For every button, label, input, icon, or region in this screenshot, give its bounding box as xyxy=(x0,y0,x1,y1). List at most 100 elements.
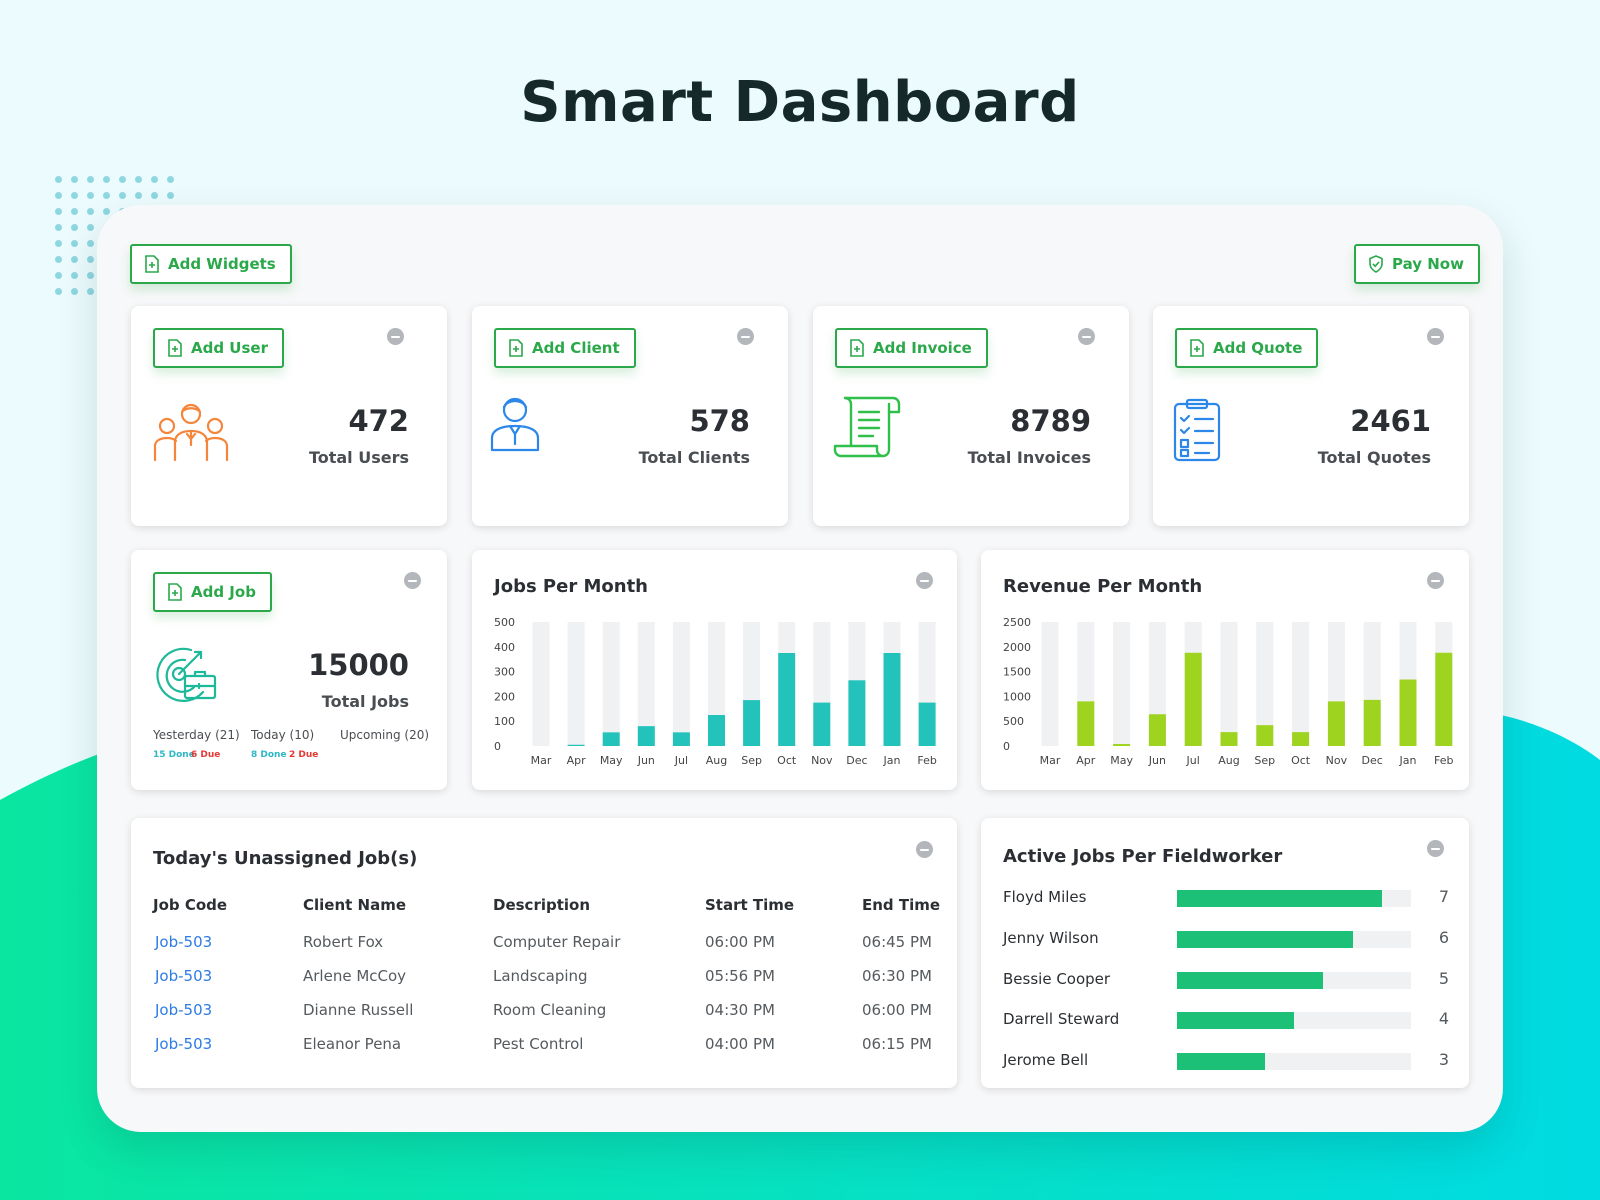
dot xyxy=(55,272,62,279)
bar[interactable] xyxy=(813,702,831,746)
x-tick-label: Nov xyxy=(1326,754,1348,767)
x-tick-label: Aug xyxy=(1218,754,1239,767)
bar[interactable] xyxy=(1327,701,1345,746)
yesterday-label: Yesterday (21) xyxy=(153,728,240,742)
add-file-icon xyxy=(145,255,159,273)
bar[interactable] xyxy=(1256,725,1274,746)
add-widgets-button[interactable]: Add Widgets xyxy=(130,244,292,284)
pay-now-button[interactable]: Pay Now xyxy=(1354,244,1480,284)
add-quote-label: Add Quote xyxy=(1213,339,1303,357)
dot xyxy=(55,192,62,199)
dot xyxy=(87,272,94,279)
cell-description: Computer Repair xyxy=(493,933,621,951)
collapse-clients-icon[interactable] xyxy=(737,328,754,345)
stat-card-quotes: Add Quote 2461 Total Quotes xyxy=(1153,306,1469,526)
collapse-unassigned-icon[interactable] xyxy=(916,841,933,858)
x-tick-label: Oct xyxy=(777,754,797,767)
clipboard-checklist-icon xyxy=(1173,398,1221,462)
y-tick-label: 100 xyxy=(494,715,515,728)
add-file-icon xyxy=(850,339,864,357)
col-job-code[interactable]: Job Code xyxy=(153,896,228,914)
collapse-fieldworker-icon[interactable] xyxy=(1427,840,1444,857)
fieldworker-count: 5 xyxy=(1438,969,1449,988)
bar[interactable] xyxy=(778,653,796,746)
bar[interactable] xyxy=(602,732,620,746)
x-tick-label: Apr xyxy=(567,754,587,767)
total-invoices-value: 8789 xyxy=(1010,404,1091,438)
bar[interactable] xyxy=(567,744,585,746)
collapse-invoices-icon[interactable] xyxy=(1078,328,1095,345)
yesterday-done: 15 Done xyxy=(153,750,195,760)
bar[interactable] xyxy=(848,680,866,746)
today-label: Today (10) xyxy=(251,728,315,742)
bar[interactable] xyxy=(1113,744,1131,746)
y-tick-label: 0 xyxy=(1003,740,1010,753)
dot xyxy=(103,176,110,183)
y-tick-label: 500 xyxy=(494,616,515,629)
bar[interactable] xyxy=(1220,732,1238,746)
x-tick-label: Sep xyxy=(1254,754,1275,767)
dashboard-panel: Add Widgets Pay Now Add User 472 Total U… xyxy=(97,205,1503,1132)
bar[interactable] xyxy=(1399,679,1417,746)
bar[interactable] xyxy=(1148,714,1166,746)
dot xyxy=(71,256,78,263)
col-end-time[interactable]: End Time xyxy=(862,896,941,914)
x-tick-label: Dec xyxy=(846,754,867,767)
bar[interactable] xyxy=(1363,699,1381,746)
col-start-time[interactable]: Start Time xyxy=(705,896,795,914)
bar[interactable] xyxy=(1184,652,1202,746)
x-tick-label: Nov xyxy=(811,754,833,767)
revenue-chart-title: Revenue Per Month xyxy=(1003,576,1203,597)
total-clients-value: 578 xyxy=(689,404,750,438)
cell-job-code[interactable]: Job-503 xyxy=(155,967,213,985)
x-tick-label: Jan xyxy=(1399,754,1417,767)
bar[interactable] xyxy=(672,732,690,746)
dot xyxy=(103,208,110,215)
add-client-button[interactable]: Add Client xyxy=(494,328,636,368)
jobs-chart-title: Jobs Per Month xyxy=(494,576,648,597)
client-icon xyxy=(490,397,540,452)
bar[interactable] xyxy=(708,715,725,746)
x-tick-label: Feb xyxy=(1434,754,1453,767)
collapse-jobs-chart-icon[interactable] xyxy=(916,572,933,589)
collapse-users-icon[interactable] xyxy=(387,328,404,345)
collapse-quotes-icon[interactable] xyxy=(1427,328,1444,345)
add-quote-button[interactable]: Add Quote xyxy=(1175,328,1319,368)
dot xyxy=(151,176,158,183)
dot xyxy=(151,192,158,199)
bar[interactable] xyxy=(1435,652,1453,746)
dot xyxy=(87,192,94,199)
dot xyxy=(71,224,78,231)
col-description[interactable]: Description xyxy=(493,896,591,914)
x-tick-label: Jul xyxy=(1186,754,1200,767)
dot xyxy=(87,288,94,295)
collapse-revenue-chart-icon[interactable] xyxy=(1427,572,1444,589)
cell-description: Pest Control xyxy=(493,1035,584,1053)
cell-job-code[interactable]: Job-503 xyxy=(155,1001,213,1019)
cell-job-code[interactable]: Job-503 xyxy=(155,933,213,951)
bar[interactable] xyxy=(1077,701,1095,746)
fieldworker-name: Bessie Cooper xyxy=(1003,970,1111,988)
bar[interactable] xyxy=(637,726,655,746)
y-tick-label: 0 xyxy=(494,740,501,753)
dot xyxy=(135,192,142,199)
dot xyxy=(55,288,62,295)
add-user-button[interactable]: Add User xyxy=(153,328,284,368)
dot xyxy=(71,208,78,215)
dot xyxy=(55,256,62,263)
bar[interactable] xyxy=(1292,732,1310,746)
dot xyxy=(167,176,174,183)
invoice-scroll-icon xyxy=(833,396,901,458)
shield-check-icon xyxy=(1369,255,1383,273)
cell-description: Landscaping xyxy=(493,967,588,985)
collapse-jobs-icon[interactable] xyxy=(404,572,421,589)
bar[interactable] xyxy=(743,700,761,746)
add-job-button[interactable]: Add Job xyxy=(153,572,272,612)
col-client-name[interactable]: Client Name xyxy=(303,896,407,914)
cell-job-code[interactable]: Job-503 xyxy=(155,1035,213,1053)
fieldworker-bar-track xyxy=(1177,972,1411,989)
add-invoice-button[interactable]: Add Invoice xyxy=(835,328,988,368)
fieldworker-count: 7 xyxy=(1438,887,1449,906)
bar[interactable] xyxy=(883,653,901,746)
bar[interactable] xyxy=(918,702,936,746)
